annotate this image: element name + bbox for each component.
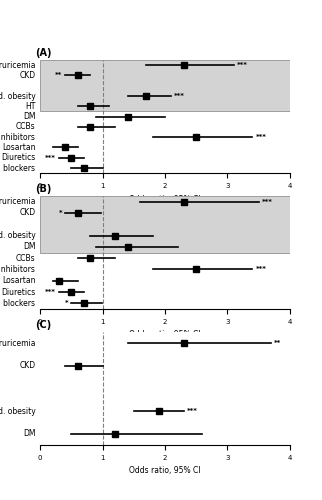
Text: Hyperuricemia: Hyperuricemia: [0, 338, 35, 347]
Text: CKD: CKD: [19, 71, 35, 80]
FancyBboxPatch shape: [40, 60, 290, 112]
Text: RAS inhibitors: RAS inhibitors: [0, 132, 35, 141]
Text: (B): (B): [35, 184, 52, 194]
Text: ***: ***: [45, 289, 56, 295]
FancyBboxPatch shape: [40, 196, 290, 252]
Text: **: **: [274, 340, 281, 346]
Text: Abd. obesity: Abd. obesity: [0, 92, 35, 100]
Text: DM: DM: [23, 429, 35, 438]
X-axis label: Odds ratio, 95% CI: Odds ratio, 95% CI: [129, 466, 201, 475]
Text: (C): (C): [35, 320, 52, 330]
Text: Abd. obesity: Abd. obesity: [0, 231, 35, 240]
Text: DM: DM: [23, 242, 35, 252]
Text: ***: ***: [237, 62, 248, 68]
Text: *: *: [59, 210, 62, 216]
Text: Diuretics: Diuretics: [1, 288, 35, 296]
Text: RAS inhibitors: RAS inhibitors: [0, 265, 35, 274]
Text: ***: ***: [262, 198, 273, 204]
X-axis label: Odds ratio, 95% CI: Odds ratio, 95% CI: [129, 194, 201, 203]
X-axis label: Odds ratio, 95% CI: Odds ratio, 95% CI: [129, 330, 201, 340]
Text: CKD: CKD: [19, 361, 35, 370]
Text: Losartan: Losartan: [2, 143, 35, 152]
Text: Hyperuricemia: Hyperuricemia: [0, 60, 35, 70]
Text: Abd. obesity: Abd. obesity: [0, 406, 35, 416]
Text: CCBs: CCBs: [16, 254, 35, 262]
Text: ***: ***: [187, 408, 198, 414]
Text: CCBs: CCBs: [16, 122, 35, 132]
Text: ***: ***: [255, 134, 266, 140]
Text: Losartan: Losartan: [2, 276, 35, 285]
Text: HT: HT: [25, 102, 35, 111]
Text: Beta blockers: Beta blockers: [0, 299, 35, 308]
Text: (A): (A): [35, 48, 52, 58]
Text: ***: ***: [255, 266, 266, 272]
Text: ***: ***: [175, 93, 185, 99]
Text: CKD: CKD: [19, 208, 35, 218]
Text: Diuretics: Diuretics: [1, 154, 35, 162]
Text: ***: ***: [45, 155, 56, 161]
Text: DM: DM: [23, 112, 35, 121]
Text: Hyperuricemia: Hyperuricemia: [0, 197, 35, 206]
Text: *: *: [65, 300, 68, 306]
Text: **: **: [55, 72, 62, 78]
Text: Beta blockers: Beta blockers: [0, 164, 35, 172]
